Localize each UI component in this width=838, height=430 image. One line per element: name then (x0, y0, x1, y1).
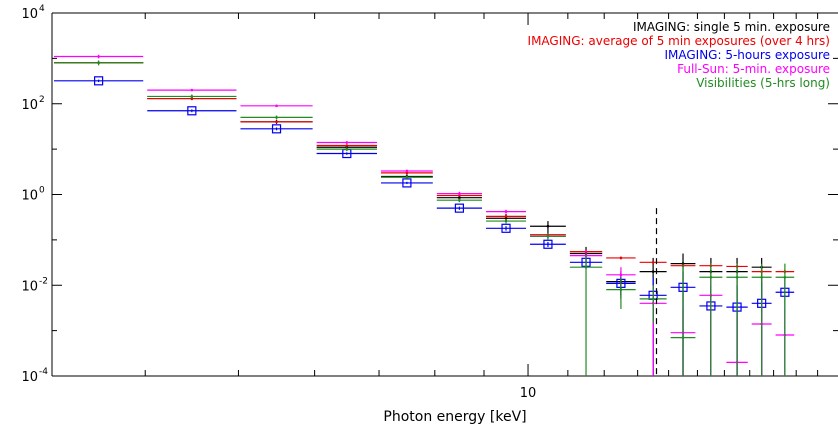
y-tick-label: 10 (21, 279, 38, 294)
data-point-marker (345, 144, 349, 147)
series-4 (54, 60, 795, 376)
data-point-marker (97, 55, 100, 58)
y-tick-label-exponent: -2 (39, 276, 48, 286)
y-tick-label: 10 (21, 7, 38, 22)
data-point-marker (651, 297, 655, 301)
data-point-marker (651, 270, 655, 273)
legend-entry: IMAGING: average of 5 min exposures (ove… (528, 34, 830, 48)
data-point-marker (504, 210, 508, 213)
x-tick-label: 10 (520, 386, 537, 401)
data-point-marker (546, 234, 550, 238)
data-point-marker (94, 76, 104, 86)
data-point-marker (454, 203, 465, 213)
y-tick-label-exponent: 2 (39, 95, 45, 105)
data-point-marker (619, 256, 623, 260)
data-point-marker (619, 273, 623, 277)
data-layer (54, 54, 795, 376)
y-tick-label-exponent: -4 (39, 367, 48, 377)
y-tick-label-exponent: 4 (39, 4, 45, 14)
data-point-marker (345, 141, 349, 144)
y-tick-label: 10 (21, 370, 38, 385)
data-point-marker (709, 275, 713, 279)
data-point-marker (543, 239, 553, 249)
y-tick-label: 10 (21, 98, 38, 113)
data-point-marker (584, 265, 588, 269)
data-point-marker (546, 224, 550, 228)
data-point-marker (458, 198, 461, 202)
data-point-marker (187, 106, 197, 116)
data-point-marker (97, 61, 100, 65)
y-tick-label: 10 (21, 189, 38, 204)
data-point-marker (275, 116, 278, 119)
legend-entry: Full-Sun: 5-min. exposure (677, 62, 830, 76)
data-point-marker (275, 120, 278, 124)
x-axis-title: Photon energy [keV] (383, 409, 526, 425)
legend-entry: Visibilities (5-hrs long) (696, 76, 830, 90)
data-point-marker (783, 275, 787, 279)
legend-entry: IMAGING: 5-hours exposure (664, 48, 830, 62)
data-point-marker (651, 261, 655, 264)
legend: IMAGING: single 5 min. exposureIMAGING: … (528, 20, 830, 90)
data-point-marker (504, 216, 508, 220)
data-point-marker (405, 169, 409, 173)
series-1 (54, 61, 795, 274)
data-point-marker (190, 95, 194, 98)
legend-entry: IMAGING: single 5 min. exposure (633, 20, 830, 34)
data-point-marker (458, 196, 461, 200)
data-point-marker (681, 336, 685, 339)
data-point-marker (760, 275, 763, 279)
y-tick-label-exponent: 0 (39, 186, 45, 196)
data-point-marker (405, 175, 409, 179)
series-0 (54, 61, 772, 376)
data-point-marker (501, 223, 511, 233)
data-point-marker (271, 124, 282, 134)
data-point-marker (190, 88, 194, 92)
data-point-marker (458, 192, 461, 195)
data-point-marker (619, 288, 623, 291)
axis-ticks (52, 12, 838, 377)
data-point-marker (504, 219, 508, 223)
data-point-marker (405, 171, 409, 175)
data-point-marker (275, 104, 278, 108)
data-point-marker (504, 215, 508, 218)
data-point-marker (735, 275, 739, 279)
data-point-marker (345, 147, 349, 151)
